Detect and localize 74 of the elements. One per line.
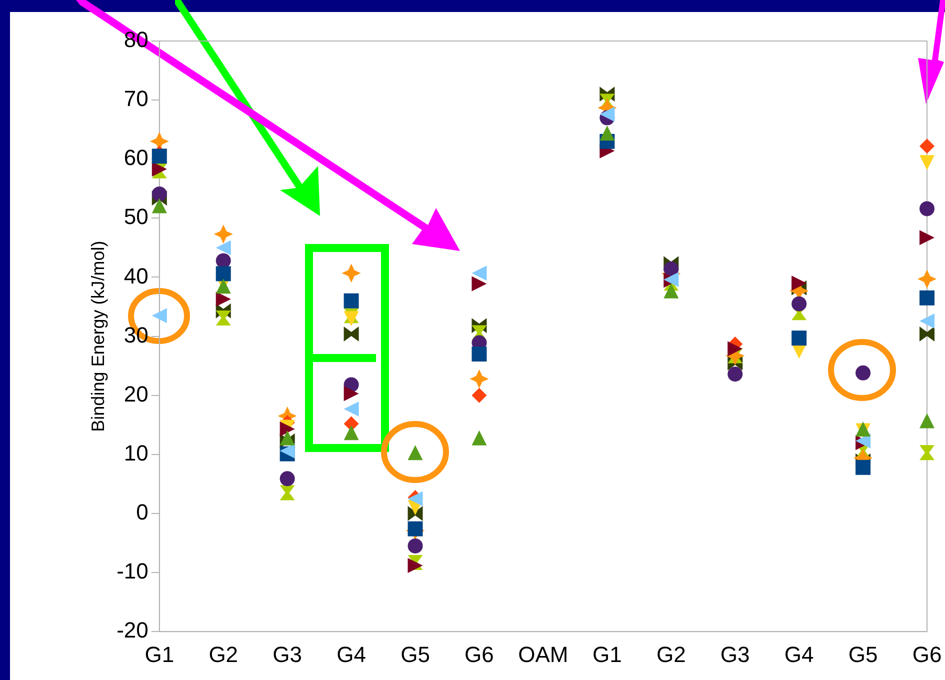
x-tick-label: G4 <box>336 642 366 667</box>
x-tick-label: G2 <box>656 642 686 667</box>
x-tick-label: G6 <box>912 642 942 667</box>
x-tick-label: G6 <box>464 642 494 667</box>
point <box>600 106 615 122</box>
point <box>408 445 423 460</box>
point <box>920 313 934 328</box>
point <box>728 366 743 382</box>
point <box>920 201 934 216</box>
point <box>664 261 679 276</box>
y-tick-label: -20 <box>116 618 148 643</box>
point <box>408 506 423 521</box>
point <box>792 276 807 291</box>
point <box>728 341 743 356</box>
y-tick-label: 10 <box>124 440 148 466</box>
x-tick-label: G5 <box>848 642 878 667</box>
x-tick-label: G3 <box>272 642 302 667</box>
point <box>920 138 934 154</box>
point <box>344 425 359 440</box>
x-tick-label: G2 <box>208 642 238 667</box>
y-tick-label: 40 <box>124 263 148 288</box>
point <box>664 283 679 298</box>
y-tick-label: 60 <box>124 145 148 170</box>
point <box>472 266 487 281</box>
x-tick-label: G3 <box>720 642 750 667</box>
point <box>216 292 231 307</box>
point <box>920 230 934 246</box>
point <box>216 253 231 268</box>
point <box>920 413 934 428</box>
y-tick-label: 70 <box>124 86 148 112</box>
x-tick-label: OAM <box>518 642 568 667</box>
y-tick-label: 50 <box>124 204 148 230</box>
point <box>408 558 423 573</box>
point <box>920 290 934 306</box>
point <box>280 471 295 486</box>
point <box>342 264 361 283</box>
point <box>152 198 167 214</box>
y-tick-label: -10 <box>116 558 148 584</box>
point <box>344 326 359 342</box>
point <box>216 240 231 256</box>
point <box>472 430 487 446</box>
y-axis-title: Binding Energy (kJ/mol) <box>88 240 108 432</box>
point <box>856 365 871 380</box>
point <box>408 538 423 554</box>
x-tick-label: G1 <box>592 642 622 667</box>
y-tick-label: 20 <box>124 381 148 406</box>
point <box>920 155 934 170</box>
point <box>216 310 231 326</box>
point <box>280 443 295 458</box>
point <box>344 311 359 326</box>
x-tick-label: G1 <box>144 642 174 667</box>
point <box>792 296 807 312</box>
point <box>152 186 167 202</box>
point <box>344 386 359 402</box>
point <box>216 266 231 282</box>
x-tick-label: G4 <box>784 642 814 667</box>
point <box>472 388 487 403</box>
point <box>792 330 807 346</box>
point <box>920 326 934 342</box>
y-tick-label: 0 <box>136 500 148 525</box>
point <box>344 401 359 416</box>
point <box>918 270 936 289</box>
point <box>280 430 295 446</box>
point <box>856 460 871 475</box>
x-tick-label: G5 <box>400 642 430 667</box>
point <box>472 276 487 292</box>
point <box>344 293 359 308</box>
point <box>472 346 487 362</box>
point <box>470 369 489 388</box>
point <box>152 148 167 164</box>
point <box>600 126 615 141</box>
point <box>214 224 233 244</box>
point <box>920 445 934 460</box>
point <box>280 485 295 500</box>
